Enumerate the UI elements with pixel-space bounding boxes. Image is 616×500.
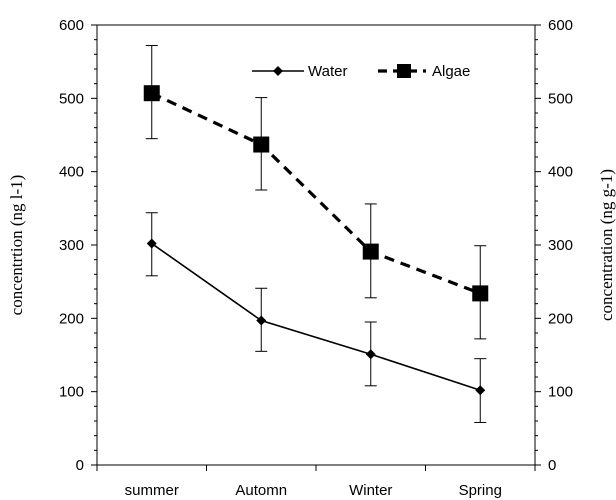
data-point (475, 385, 486, 396)
y-tick-label-right: 400 (548, 164, 573, 181)
series-line (151, 91, 481, 295)
series-algae (143, 45, 489, 340)
data-point (253, 136, 270, 153)
y-tick-label-left: 400 (59, 164, 84, 181)
data-point (146, 238, 157, 249)
series-water (145, 212, 487, 423)
y-tick-label-left: 0 (76, 457, 84, 474)
y-axis-title-left: concentrtion (ng l-1) (7, 175, 26, 316)
data-point (472, 285, 489, 302)
legend-water-label: Water (308, 63, 347, 80)
y-tick-label-left: 300 (59, 237, 84, 254)
data-point (143, 85, 160, 102)
series-layer (143, 45, 489, 423)
plot-area (96, 24, 536, 466)
y-tick-label-right: 300 (548, 237, 573, 254)
y-tick-label-right: 500 (548, 90, 573, 107)
x-tick-label: Spring (459, 482, 502, 499)
x-tick-label: summer (125, 482, 179, 499)
y-tick-label-right: 600 (548, 17, 573, 34)
y-axis-title-right: concentration (ng g-1) (597, 169, 616, 321)
legend: Water Algae (252, 63, 470, 80)
y-tick-label-left: 500 (59, 90, 84, 107)
tick-labels: 0 0 100 100 200 200 300 300 400 400 500 500 600 600 su… (59, 17, 573, 499)
data-point (365, 349, 376, 360)
legend-algae-marker (397, 64, 411, 78)
series-line (151, 242, 481, 391)
axis-ticks (91, 24, 541, 471)
y-tick-label-left: 200 (59, 310, 84, 327)
y-tick-label-left: 600 (59, 17, 84, 34)
y-tick-label-left: 100 (59, 384, 84, 401)
data-point (256, 315, 267, 326)
x-tick-label: Winter (349, 482, 392, 499)
data-point (362, 243, 379, 260)
y-tick-label-right: 100 (548, 384, 573, 401)
y-tick-label-right: 0 (548, 457, 556, 474)
legend-algae-label: Algae (432, 63, 470, 80)
x-tick-label: Automn (235, 482, 287, 499)
y-tick-label-right: 200 (548, 310, 573, 327)
legend-water-marker (273, 66, 283, 76)
